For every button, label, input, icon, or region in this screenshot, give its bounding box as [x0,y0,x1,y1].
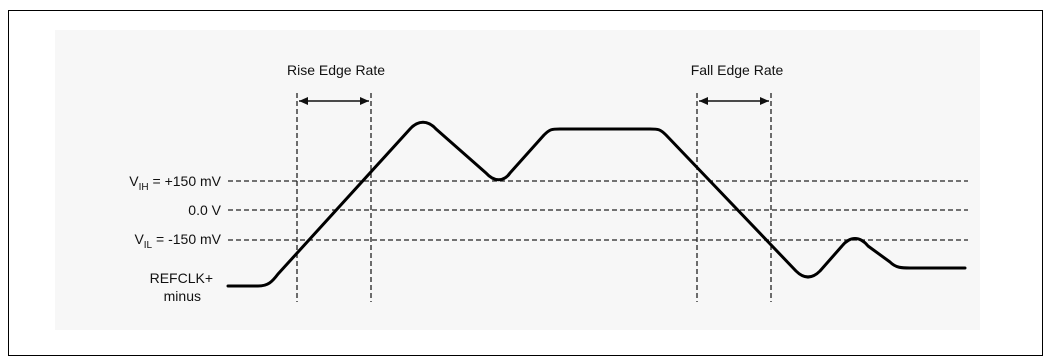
fall-edge-rate-label: Fall Edge Rate [691,62,784,78]
rise-edge-rate-label: Rise Edge Rate [287,62,385,78]
vil-label: VIL = -150 mV [134,231,221,251]
diagram-background [55,30,980,330]
zero-volt-label: 0.0 V [188,202,221,218]
signal-name-line2: minus [164,288,201,304]
refclk-waveform [226,120,967,288]
vih-label: VIH = +150 mV [129,173,221,193]
signal-name-line1: REFCLK+ [150,270,213,286]
